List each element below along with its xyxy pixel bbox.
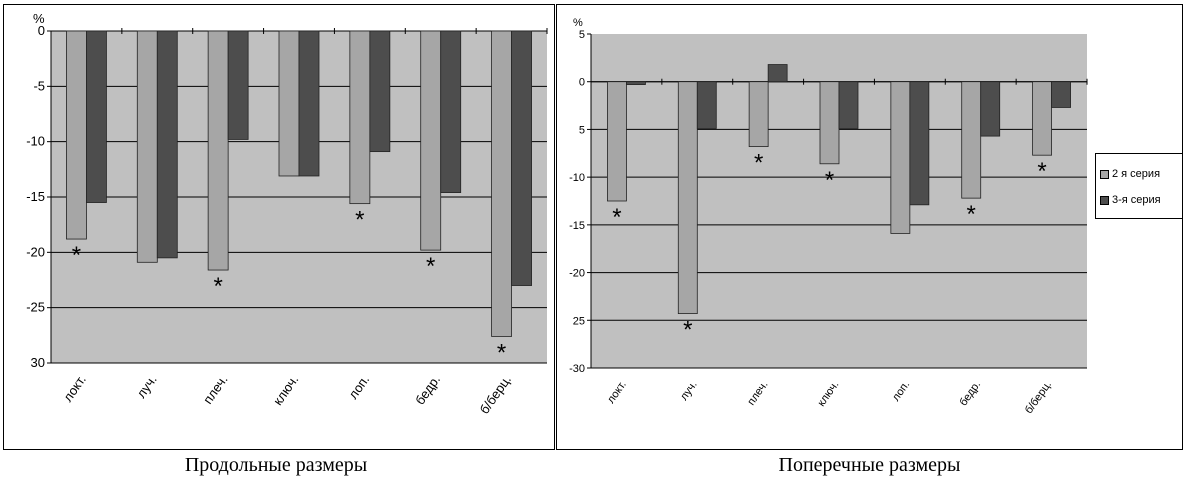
y-tick-label: -30 bbox=[569, 363, 585, 375]
y-tick-label: -20 bbox=[569, 268, 585, 280]
bar bbox=[369, 30, 391, 153]
bar bbox=[491, 30, 512, 337]
y-axis-unit: % bbox=[573, 17, 583, 29]
bar bbox=[838, 81, 859, 129]
bar bbox=[767, 64, 788, 83]
y-tick-label: 30 bbox=[31, 355, 45, 370]
legend-label: 2 я серия bbox=[1112, 168, 1161, 180]
x-tick-label: б/берц. bbox=[1023, 379, 1054, 416]
chart-legend: 2 я серия 3-я серия bbox=[1095, 153, 1183, 219]
y-tick-label: 5 bbox=[579, 124, 585, 136]
x-tick-label: лоп. bbox=[890, 379, 912, 404]
y-tick-label: -10 bbox=[569, 172, 585, 184]
bar bbox=[607, 81, 627, 202]
y-tick-label: -10 bbox=[26, 134, 45, 149]
x-tick-label: локт. bbox=[605, 379, 629, 406]
bar bbox=[890, 81, 911, 234]
bar bbox=[980, 81, 1001, 137]
chart-transverse: 5 0 5 -10 -15 -20 25 -30% * локт. * луч. * плеч. * ключ… bbox=[569, 17, 1088, 416]
bar bbox=[819, 81, 840, 165]
bar bbox=[909, 81, 930, 206]
legend-swatch bbox=[1100, 195, 1109, 205]
significance-marker: * bbox=[355, 207, 364, 234]
significance-marker: * bbox=[967, 201, 976, 228]
y-tick-label: 0 bbox=[38, 23, 45, 38]
x-tick-label: ключ. bbox=[815, 379, 841, 409]
y-tick-label: 5 bbox=[579, 29, 585, 41]
y-tick-label: -5 bbox=[33, 78, 45, 93]
x-tick-label: плеч. bbox=[200, 372, 231, 407]
chart-longitudinal: 0 -5 -10 -15 -20 -25 30% * локт. луч. * плеч. ключ. *… bbox=[26, 11, 548, 417]
legend-label: 3-я серия bbox=[1112, 194, 1161, 206]
legend-item-series-2: 2 я серия bbox=[1100, 168, 1160, 180]
bar bbox=[86, 30, 107, 203]
y-tick-label: 25 bbox=[573, 315, 585, 327]
bar bbox=[1051, 81, 1071, 108]
x-tick-label: луч. bbox=[678, 379, 700, 403]
significance-marker: * bbox=[825, 167, 834, 194]
caption-longitudinal: Продольные размеры bbox=[184, 454, 368, 476]
significance-marker: * bbox=[1037, 158, 1046, 185]
bar bbox=[1032, 81, 1052, 156]
significance-marker: * bbox=[497, 339, 506, 366]
significance-marker: * bbox=[72, 242, 81, 269]
x-tick-label: локт. bbox=[60, 372, 89, 404]
significance-marker: * bbox=[683, 317, 692, 344]
x-tick-label: бедр. bbox=[412, 372, 443, 407]
x-tick-label: ключ. bbox=[270, 372, 301, 408]
bar bbox=[677, 81, 698, 315]
bar bbox=[349, 30, 371, 205]
bar bbox=[626, 81, 646, 85]
significance-marker: * bbox=[213, 273, 222, 300]
bar bbox=[66, 30, 87, 240]
bar bbox=[207, 30, 229, 271]
bar bbox=[156, 30, 178, 259]
y-tick-label: -25 bbox=[26, 300, 45, 315]
significance-marker: * bbox=[426, 253, 435, 280]
legend-item-series-3: 3-я серия bbox=[1100, 194, 1161, 206]
bar bbox=[227, 30, 249, 140]
y-tick-label: -20 bbox=[26, 244, 45, 259]
chart-panel-transverse: 5 0 5 -10 -15 -20 25 -30% * локт. * луч. * плеч. * ключ… bbox=[556, 4, 1183, 450]
bar bbox=[511, 30, 532, 286]
bar bbox=[298, 30, 320, 177]
significance-marker: * bbox=[754, 150, 763, 177]
bar bbox=[136, 30, 158, 263]
bar bbox=[748, 81, 769, 148]
bar bbox=[278, 30, 300, 177]
x-tick-label: б/берц. bbox=[477, 372, 514, 417]
bar bbox=[420, 30, 442, 251]
y-tick-label: -15 bbox=[26, 189, 45, 204]
bar bbox=[440, 30, 462, 193]
x-tick-label: лоп. bbox=[345, 372, 372, 402]
significance-marker: * bbox=[612, 204, 621, 231]
x-tick-label: плеч. bbox=[745, 379, 770, 408]
x-tick-label: луч. bbox=[133, 372, 159, 401]
y-tick-label: -15 bbox=[569, 220, 585, 232]
x-tick-label: бедр. bbox=[957, 379, 983, 409]
chart-panel-longitudinal: 0 -5 -10 -15 -20 -25 30% * локт. луч. * плеч. ключ. *… bbox=[3, 4, 555, 450]
caption-transverse: Поперечные размеры bbox=[778, 454, 961, 476]
bar bbox=[961, 81, 982, 199]
legend-swatch bbox=[1100, 169, 1109, 179]
y-axis-unit: % bbox=[33, 11, 45, 26]
y-tick-label: 0 bbox=[579, 77, 585, 89]
bar bbox=[696, 81, 717, 129]
